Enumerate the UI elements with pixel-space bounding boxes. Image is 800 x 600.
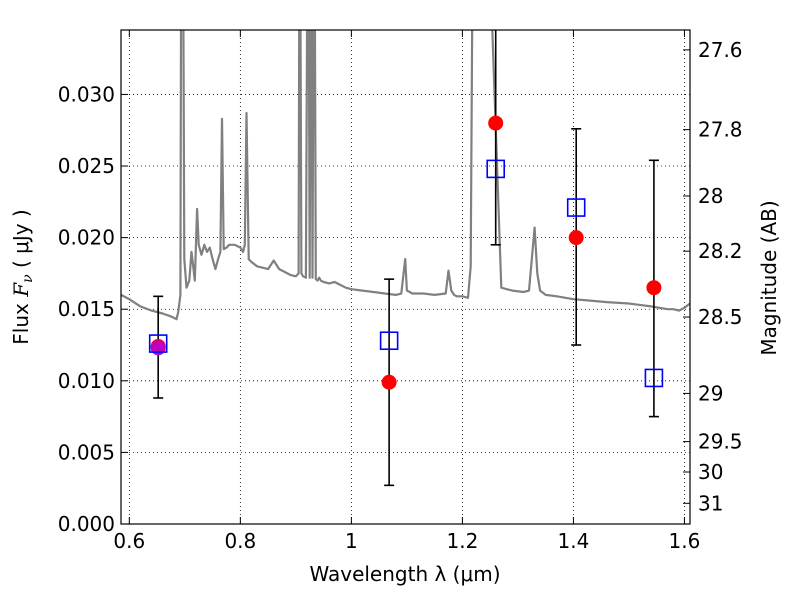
y-tick-label: 0.020 bbox=[58, 226, 115, 250]
grid bbox=[121, 30, 690, 524]
y2-tick-label: 27.8 bbox=[698, 118, 743, 142]
y2-tick-label: 28.5 bbox=[698, 305, 743, 329]
y-axis-label-prefix: Flux bbox=[9, 297, 33, 345]
y-tick-label: 0.025 bbox=[58, 154, 115, 178]
y-axis-label-subscript: ν bbox=[20, 274, 36, 283]
y-axis-label: Flux Fν ( μJy ) bbox=[9, 209, 36, 344]
model-spectrum-line bbox=[121, 30, 690, 321]
x-tick-label: 1.6 bbox=[669, 529, 701, 553]
x-tick-label: 1.4 bbox=[558, 529, 590, 553]
y2-axis-label: Magnitude (AB) bbox=[757, 200, 781, 355]
y-tick-labels: 0.000 0.005 0.010 0.015 0.020 0.025 0.030 bbox=[58, 82, 115, 536]
y-tick-label: 0.015 bbox=[58, 297, 115, 321]
data-point bbox=[381, 374, 397, 390]
y2-tick-label: 31 bbox=[698, 491, 723, 515]
y2-tick-label: 27.6 bbox=[698, 38, 743, 62]
data-point bbox=[150, 340, 166, 356]
model-point bbox=[148, 334, 168, 353]
model-point bbox=[379, 331, 399, 351]
y2-tick-label: 28.2 bbox=[698, 239, 743, 263]
x-axis-label: Wavelength λ (μm) bbox=[309, 562, 500, 586]
plot-frame bbox=[120, 29, 691, 525]
data-point bbox=[646, 280, 662, 296]
x-tick-labels: 0.6 0.8 1 1.2 1.4 1.6 bbox=[113, 529, 700, 553]
y2-tick-label: 29.5 bbox=[698, 430, 743, 454]
model-point bbox=[644, 368, 664, 388]
y-tick-label: 0.030 bbox=[58, 82, 115, 106]
y-tick-label: 0.000 bbox=[58, 512, 115, 536]
x-tick-label: 0.6 bbox=[113, 529, 145, 553]
y-tick-label: 0.010 bbox=[58, 369, 115, 393]
model-point bbox=[566, 198, 586, 217]
y2-tick-label: 28 bbox=[698, 184, 723, 208]
y-axis-label-symbol: F bbox=[9, 282, 33, 298]
y2-tick-label: 30 bbox=[698, 460, 723, 484]
plot-area bbox=[121, 30, 690, 487]
y-axis-label-unit: ( μJy ) bbox=[9, 209, 33, 274]
y-tick-label: 0.005 bbox=[58, 440, 115, 464]
y2-tick-label: 29 bbox=[698, 381, 723, 405]
data-point bbox=[568, 230, 584, 246]
ticks bbox=[121, 30, 690, 525]
x-tick-label: 1 bbox=[345, 529, 358, 553]
model-point bbox=[486, 159, 506, 179]
y2-tick-labels: 27.6 27.8 28 28.2 28.5 29 29.5 30 31 bbox=[698, 38, 743, 515]
data-point bbox=[488, 115, 504, 131]
x-tick-label: 1.2 bbox=[446, 529, 478, 553]
x-tick-label: 0.8 bbox=[224, 529, 256, 553]
